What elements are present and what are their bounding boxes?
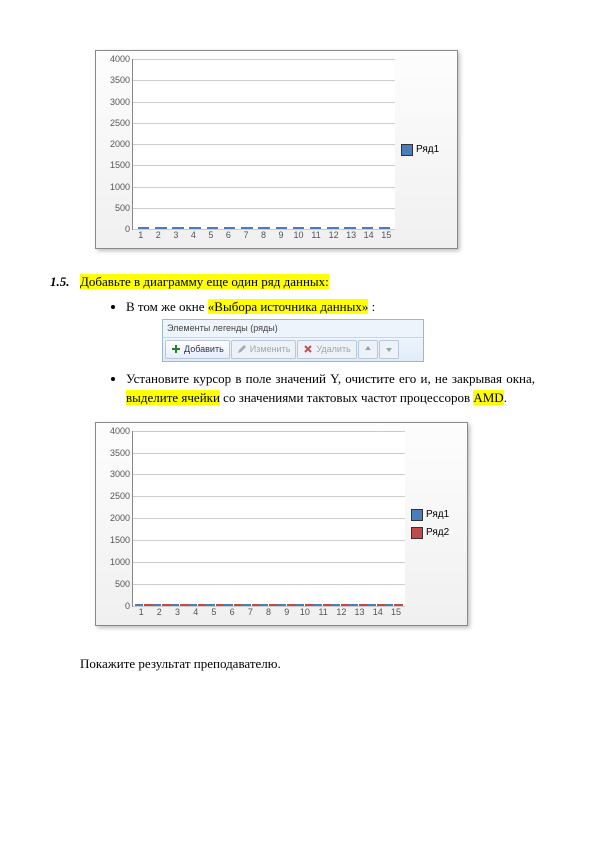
legend-label: Ряд1 — [426, 509, 449, 520]
instruction-text: Добавьте в диаграмму еще один ряд данных… — [80, 274, 329, 289]
edit-icon — [237, 344, 247, 354]
chart-1: 05001000150020002500300035004000 1234567… — [95, 50, 458, 249]
move-down-button[interactable] — [379, 340, 399, 359]
bullet-2: Установите курсор в поле значений Y, очи… — [126, 370, 535, 408]
final-instruction: Покажите результат преподавателю. — [80, 656, 535, 672]
remove-icon — [303, 344, 313, 354]
chart-1-legend: Ряд1 — [395, 59, 449, 240]
remove-button[interactable]: Удалить — [297, 340, 356, 359]
legend-label: Ряд2 — [426, 527, 449, 538]
legend-label: Ряд1 — [416, 144, 439, 155]
section-1-5: 1.5. Добавьте в диаграмму еще один ряд д… — [50, 274, 535, 290]
chart-1-plot: 05001000150020002500300035004000 — [132, 59, 395, 230]
bullet-1: В том же окне «Выбора источника данных» … — [126, 298, 535, 362]
chart-2: 05001000150020002500300035004000 1234567… — [95, 422, 468, 626]
chart-2-legend: Ряд1 Ряд2 — [405, 431, 459, 617]
add-icon — [171, 344, 181, 354]
chart-2-plot: 05001000150020002500300035004000 — [132, 431, 405, 607]
down-icon — [384, 344, 394, 354]
section-number: 1.5. — [50, 274, 80, 290]
toolbar-title: Элементы легенды (ряды) — [163, 320, 423, 338]
move-up-button[interactable] — [358, 340, 378, 359]
legend-toolbar: Элементы легенды (ряды) Добавить Изменит… — [162, 319, 424, 362]
up-icon — [363, 344, 373, 354]
add-button[interactable]: Добавить — [165, 340, 230, 359]
edit-button[interactable]: Изменить — [231, 340, 297, 359]
